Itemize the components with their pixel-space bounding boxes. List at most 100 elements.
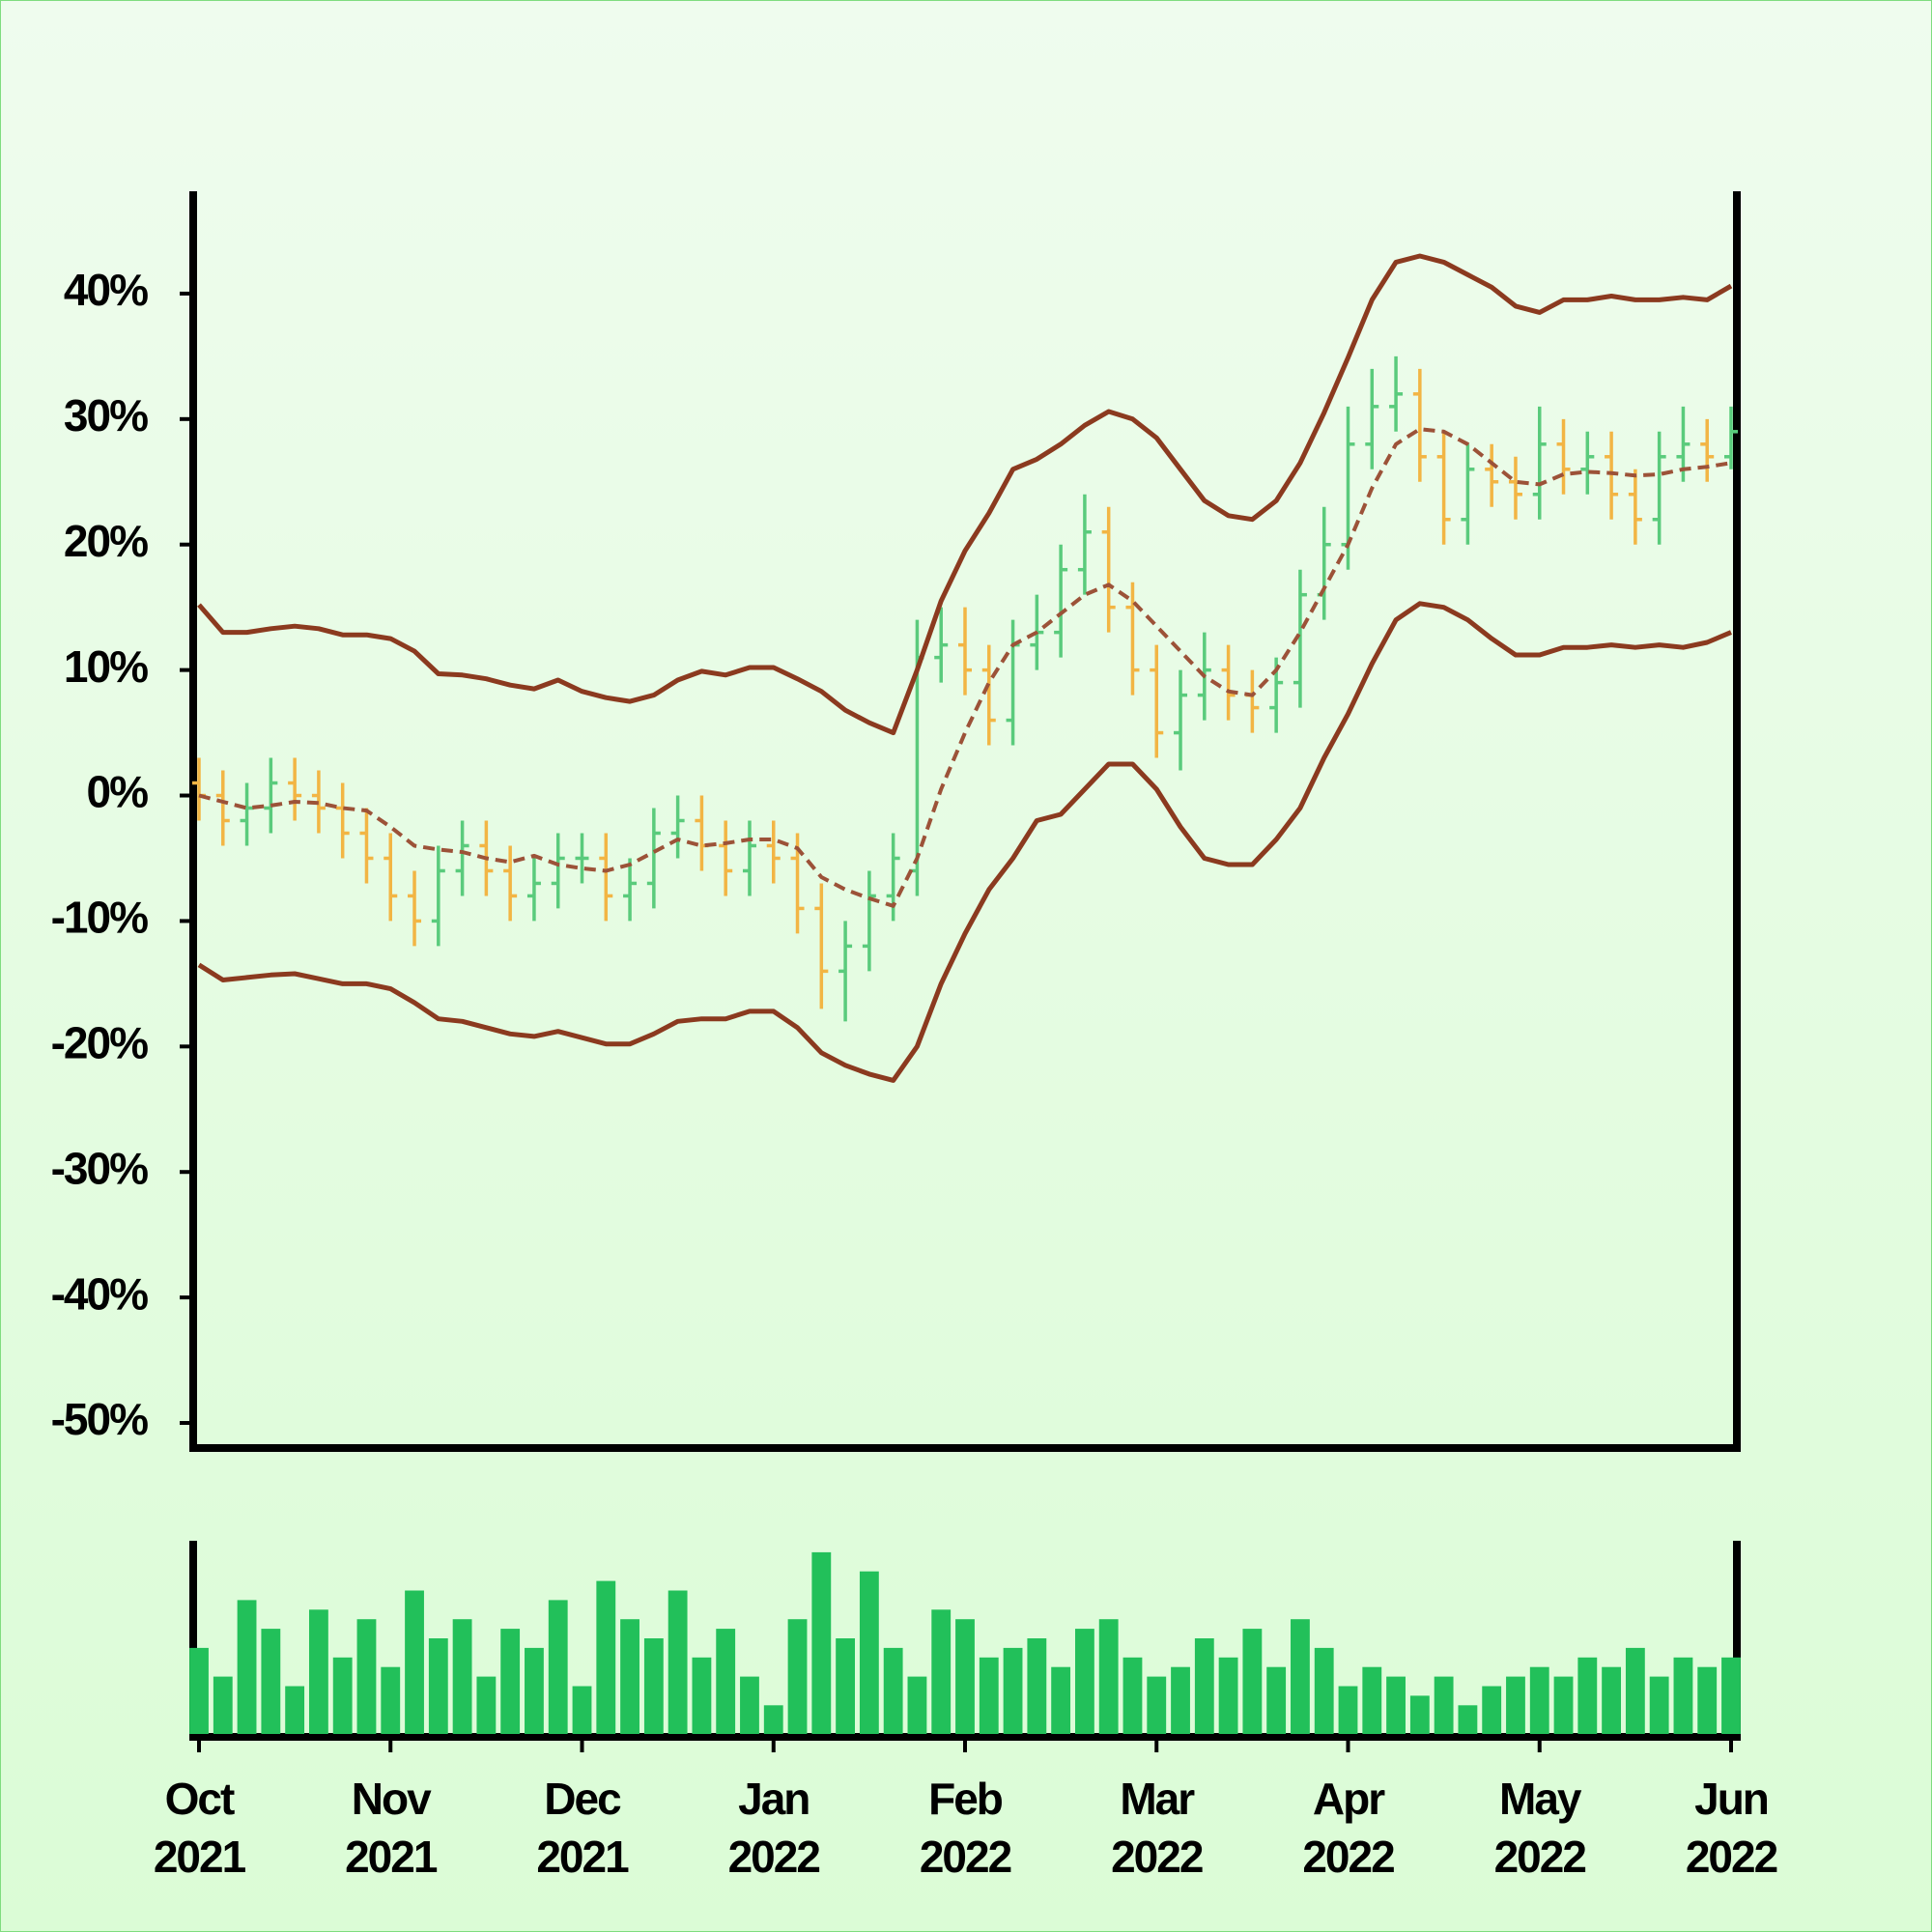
volume-bar — [261, 1629, 281, 1734]
x-tick-label: Dec 2021 — [536, 1774, 629, 1882]
volume-bar — [237, 1600, 257, 1734]
x-tick-label: Mar 2022 — [1111, 1774, 1203, 1882]
y-tick-label: 10% — [64, 641, 148, 692]
volume-bar — [1482, 1686, 1502, 1734]
volume-bar — [1434, 1676, 1454, 1734]
volume-bar — [883, 1647, 903, 1734]
volume-bar — [1098, 1619, 1119, 1734]
volume-bar — [428, 1638, 448, 1734]
y-tick-label: -20% — [51, 1017, 148, 1067]
y-tick-label: 0% — [87, 767, 149, 817]
x-tick-label-line: Oct — [165, 1774, 235, 1824]
volume-bar — [596, 1580, 616, 1734]
x-tick-label-line: Feb — [928, 1774, 1003, 1824]
volume-bar — [572, 1686, 592, 1734]
volume-bar — [332, 1657, 353, 1734]
volume-bar — [763, 1705, 783, 1734]
x-tick-label: Jun 2022 — [1686, 1774, 1777, 1882]
x-tick-label-line: Mar — [1120, 1774, 1195, 1824]
y-tick-label: 30% — [64, 390, 148, 440]
x-tick-label-line: Jan — [738, 1774, 809, 1824]
y-tick-label: -10% — [51, 893, 148, 943]
volume-bar — [787, 1619, 808, 1734]
volume-bar — [1673, 1657, 1693, 1734]
volume-bar — [907, 1676, 927, 1734]
volume-bar — [692, 1657, 712, 1734]
x-tick-label-line: 2022 — [920, 1832, 1011, 1882]
volume-bar — [1171, 1666, 1190, 1734]
x-tick-label: Oct 2021 — [154, 1774, 246, 1882]
volume-bar — [1602, 1666, 1622, 1734]
volume-bar — [1362, 1666, 1382, 1734]
volume-bar — [1027, 1638, 1047, 1734]
volume-bar — [1721, 1657, 1741, 1734]
x-tick-label-line: 2021 — [536, 1832, 629, 1882]
x-tick-label: Apr 2022 — [1302, 1774, 1394, 1882]
y-tick-label: 20% — [64, 516, 148, 566]
volume-bar — [1003, 1647, 1023, 1734]
volume-bar — [716, 1629, 736, 1734]
x-tick-label-line: 2022 — [1494, 1832, 1586, 1882]
band-line — [197, 253, 1733, 736]
volume-bar — [931, 1609, 952, 1734]
volume-bar — [740, 1676, 759, 1734]
volume-bar — [1242, 1629, 1263, 1734]
band-line — [197, 601, 1732, 1083]
x-tick-label-line: 2021 — [345, 1832, 438, 1882]
x-tick-label-line: Jun — [1694, 1774, 1768, 1824]
x-tick-label-line: Nov — [352, 1774, 432, 1824]
volume-bar — [1122, 1657, 1143, 1734]
volume-bar — [285, 1686, 305, 1734]
volume-bar — [1625, 1647, 1645, 1734]
volume-bar — [1074, 1629, 1094, 1734]
x-tick-label: Nov 2021 — [345, 1774, 438, 1882]
volume-bar — [859, 1571, 879, 1734]
volume-bar — [1577, 1657, 1598, 1734]
volume-bar — [308, 1609, 328, 1734]
x-tick-label-line: Apr — [1313, 1774, 1385, 1824]
volume-bar — [1051, 1666, 1071, 1734]
x-tick-label: May 2022 — [1494, 1774, 1586, 1882]
volume-bar — [1147, 1676, 1167, 1734]
volume-bar — [1314, 1647, 1334, 1734]
volume-bar — [1386, 1676, 1406, 1734]
volume-bar — [1458, 1705, 1478, 1734]
volume-bar — [1529, 1666, 1549, 1734]
volume-bar — [356, 1619, 377, 1734]
volume-bar — [1338, 1686, 1358, 1734]
volume-bar — [1697, 1666, 1718, 1734]
volume-bar — [1266, 1666, 1287, 1734]
x-tick-label: Jan 2022 — [728, 1774, 820, 1882]
y-tick-label: -40% — [51, 1268, 148, 1319]
volume-bar — [1506, 1676, 1525, 1734]
volume-bar — [525, 1647, 544, 1734]
volume-bar — [811, 1551, 832, 1734]
volume-bar — [668, 1590, 688, 1734]
volume-bar — [1409, 1695, 1430, 1734]
volume-bar — [1194, 1638, 1214, 1734]
x-tick-label: Feb 2022 — [920, 1774, 1011, 1882]
y-tick-label: 40% — [64, 265, 148, 315]
volume-bar — [548, 1600, 568, 1734]
volume-bar — [620, 1619, 639, 1734]
volume-bar — [405, 1590, 424, 1734]
volume-bar — [500, 1629, 521, 1734]
volume-bar — [452, 1619, 472, 1734]
volume-bar — [1649, 1676, 1669, 1734]
volume-bar — [643, 1638, 664, 1734]
volume-bar — [476, 1676, 497, 1734]
x-tick-label-line: May — [1499, 1774, 1582, 1824]
x-tick-label-line: 2022 — [1686, 1832, 1777, 1882]
volume-bar — [189, 1647, 209, 1734]
x-tick-label-line: 2022 — [1302, 1832, 1394, 1882]
y-tick-label: -30% — [51, 1143, 148, 1193]
y-tick-label: -50% — [51, 1394, 148, 1444]
volume-bar — [1218, 1657, 1238, 1734]
volume-bar — [836, 1638, 856, 1734]
volume-bar — [955, 1619, 975, 1734]
x-tick-label-line: 2021 — [154, 1832, 246, 1882]
x-tick-label-line: Dec — [544, 1774, 621, 1824]
band-line — [198, 427, 1732, 908]
x-tick-label-line: 2022 — [1111, 1832, 1203, 1882]
